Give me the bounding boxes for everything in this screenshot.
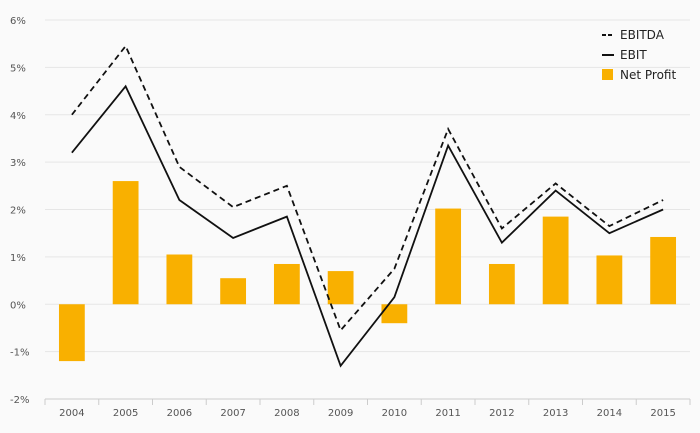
x-tick-label: 2006 [167,408,192,419]
x-tick-label: 2007 [220,408,245,419]
x-tick-label: 2013 [543,408,568,419]
x-tick-label: 2005 [113,408,138,419]
net-profit-bar [166,254,193,305]
legend-label: EBIT [620,48,647,62]
y-tick-label: 2% [10,206,26,217]
net-profit-bar [435,208,462,305]
x-tick-label: 2010 [382,408,407,419]
ebitda-line [71,44,664,333]
x-tick-label: 2014 [597,408,622,419]
net-profit-bar [112,181,139,305]
y-tick-label: -1% [10,348,29,359]
net-profit-bar [327,271,354,305]
y-tick-label: 1% [10,253,26,264]
y-tick-label: 5% [10,63,26,74]
y-tick-label: 0% [10,300,26,311]
x-tick-label: 2015 [650,408,675,419]
net-profit-bar [273,263,300,305]
y-tick-label: 4% [10,111,26,122]
x-tick-label: 2004 [59,408,84,419]
net-profit-bar [58,304,85,362]
net-profit-bar [381,304,408,324]
y-tick-label: 3% [10,158,26,169]
x-tick-label: 2008 [274,408,299,419]
ebit-line [71,84,664,368]
net-profit-bar [542,216,569,305]
net-profit-bar [596,255,623,305]
y-tick-label: 6% [10,16,26,27]
x-tick-label: 2012 [489,408,514,419]
net-profit-bar [650,236,677,305]
net-profit-bar [488,263,515,305]
legend-label: EBITDA [620,28,665,42]
legend-swatch [602,69,613,80]
x-tick-label: 2009 [328,408,353,419]
y-tick-label: -2% [10,395,29,406]
legend-label: Net Profit [620,68,676,82]
net-profit-bar [220,278,247,305]
x-tick-label: 2011 [435,408,460,419]
